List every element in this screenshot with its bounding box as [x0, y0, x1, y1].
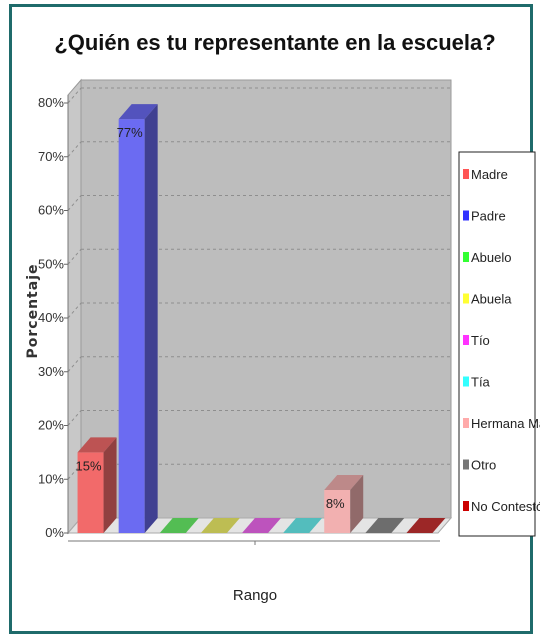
- bar: [242, 518, 281, 533]
- bar: 15%: [76, 437, 117, 533]
- legend-label: Tío: [471, 333, 490, 348]
- legend-swatch: [463, 252, 469, 262]
- bar: 77%: [117, 104, 158, 533]
- legend-item: Otro: [463, 458, 496, 473]
- bars: 15% 77% 8%: [76, 104, 446, 533]
- legend-swatch: [463, 418, 469, 428]
- bar-top: [406, 518, 446, 533]
- y-tick-label: 30%: [38, 364, 64, 379]
- legend-swatch: [463, 459, 469, 470]
- legend-box: [458, 151, 536, 537]
- y-tick-label: 50%: [38, 256, 64, 271]
- y-axis-ticks: 0% 10% 20% 30% 40% 50% 60% 70% 80%: [38, 95, 440, 545]
- legend-swatch: [463, 335, 469, 345]
- bar-data-label: 8%: [326, 496, 345, 511]
- bar: [283, 518, 323, 533]
- bar-side: [144, 104, 158, 533]
- bar: [200, 518, 240, 533]
- legend-label: Padre: [471, 209, 506, 224]
- legend-label: Madre: [471, 167, 508, 182]
- y-tick-label: 70%: [38, 149, 64, 164]
- legend-item: Hermana Mayor: [463, 416, 540, 431]
- bar-front: [118, 119, 145, 533]
- legend-label: No Contestó: [471, 499, 540, 514]
- bar: [365, 518, 405, 533]
- legend-swatch: [463, 501, 469, 511]
- bar-top: [159, 518, 199, 533]
- y-tick-label: 0%: [45, 525, 64, 540]
- legend-label: Abuelo: [471, 250, 511, 265]
- legend-item: Tía: [463, 375, 491, 390]
- legend-item: Abuela: [463, 292, 512, 307]
- x-axis-label: Rango: [233, 587, 277, 604]
- bar-side: [103, 437, 117, 533]
- legend-item: Madre: [463, 167, 508, 182]
- bar: [406, 518, 446, 533]
- bar-data-label: 77%: [117, 125, 143, 140]
- bar-data-label: 15%: [76, 458, 102, 473]
- legend-item: No Contestó: [463, 499, 540, 514]
- bar-chart: ¿Quién es tu representante en la escuela…: [25, 30, 540, 604]
- bar-top: [283, 518, 323, 533]
- y-tick-label: 80%: [38, 95, 64, 110]
- bar-top: [200, 518, 240, 533]
- legend-swatch: [463, 376, 469, 387]
- legend-label: Hermana Mayor: [471, 416, 540, 431]
- bar: [159, 518, 199, 533]
- legend-item: Padre: [463, 209, 506, 224]
- legend-label: Abuela: [471, 292, 512, 307]
- legend-swatch: [463, 210, 469, 221]
- legend-item: Tío: [463, 333, 490, 348]
- legend: Madre Padre Abuelo Abuela Tío Tía Hermana Mayo…: [458, 151, 540, 537]
- bar-top: [365, 518, 405, 533]
- bar-side: [350, 475, 364, 533]
- bar-front: [77, 452, 104, 533]
- legend-label: Otro: [471, 458, 496, 473]
- y-tick-label: 10%: [38, 471, 64, 486]
- y-tick-label: 60%: [38, 203, 64, 218]
- bar-front: [324, 490, 351, 533]
- chart-title: ¿Quién es tu representante en la escuela…: [54, 30, 495, 55]
- legend-label: Tía: [471, 375, 491, 390]
- y-axis-label: Porcentaje: [25, 264, 41, 359]
- legend-swatch: [463, 293, 469, 304]
- bar-top: [242, 518, 281, 533]
- legend-item: Abuelo: [463, 250, 511, 265]
- legend-swatch: [463, 169, 469, 179]
- y-tick-label: 40%: [38, 310, 64, 325]
- y-tick-label: 20%: [38, 418, 64, 433]
- bar: 8%: [324, 475, 364, 533]
